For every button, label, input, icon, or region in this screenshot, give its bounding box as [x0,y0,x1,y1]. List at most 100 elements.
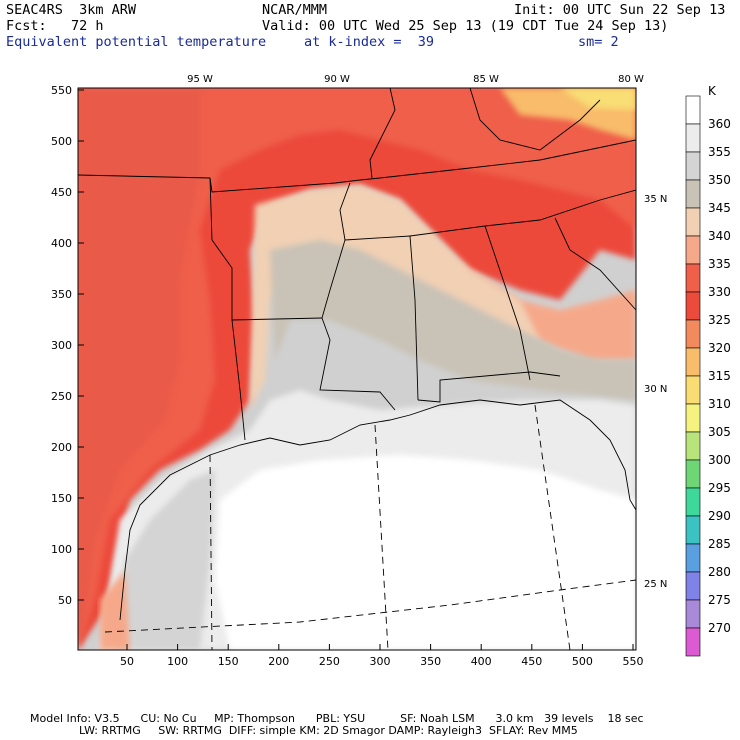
y-tick-label: 550 [51,84,72,97]
y-tick-label: 400 [51,237,72,250]
y-tick-label: 100 [51,543,72,556]
y-tick-label: 150 [51,492,72,505]
colorbar-swatch [685,599,701,629]
colorbar-swatch [685,319,701,349]
org-label: NCAR/MMM [262,2,328,18]
border-ky [469,88,601,151]
colorbar-swatch [685,543,701,573]
meridian-90w [374,424,389,650]
field-west [78,88,200,650]
init-time: Init: 00 UTC Sun 22 Sep 13 [514,2,726,18]
colorbar-swatch [685,263,701,293]
colorbar-label: 315 [708,369,731,383]
x-tick-label: 150 [218,655,239,668]
field-310 [560,88,636,110]
colorbar-label: 290 [708,509,731,523]
x-tick-label: 400 [471,655,492,668]
field-360 [215,455,636,650]
border-sc-ga [554,217,636,311]
border-ms-al [344,235,419,401]
colorbar-swatch [685,179,701,209]
colorbar-swatch [685,375,701,405]
colorbar-label: 320 [708,341,731,355]
x-tick-label: 50 [120,655,134,668]
smoothing-label: sm= 2 [578,34,619,50]
colorbar-swatch [685,151,701,181]
lon-label: 85 W [473,74,499,85]
lat-label: 30 N [644,384,667,395]
colorbar-swatch [685,403,701,433]
colorbar-swatch [685,487,701,517]
lon-label: 95 W [187,74,213,85]
x-tick-label: 500 [572,655,593,668]
colorbar-label: 285 [708,537,731,551]
field-name: Equivalent potential temperature [6,34,267,50]
colorbar-swatch [685,627,701,657]
border-al-ga [409,225,531,381]
colorbar-label: 330 [708,285,731,299]
field-coast-335 [100,570,130,650]
forecast-hour: Fcst: 72 h [6,18,104,34]
meridian-95w [209,454,213,650]
colorbar-unit: K [708,84,717,98]
colorbar-swatch [685,459,701,489]
field-345 [270,240,636,400]
colorbar-swatch [685,291,701,321]
colorbar-swatch [685,123,701,153]
model-title: SEAC4RS 3km ARW [6,2,137,18]
border-35n [78,139,636,193]
colorbar-swatch [685,347,701,377]
colorbar-label: 295 [708,481,731,495]
colorbar-swatch [685,235,701,265]
gulf-coastline [119,399,636,621]
lon-label: 90 W [324,74,350,85]
colorbar-swatch [685,207,701,237]
latlon-grid [104,404,636,650]
lat-label: 25 N [644,579,667,590]
parallel-25n [104,579,636,633]
border-la [319,317,396,411]
colorbar-swatch [685,95,701,125]
y-tick-label: 450 [51,186,72,199]
colorbar-label: 305 [708,425,731,439]
colorbar-label: 300 [708,453,731,467]
model-info-line1: Model Info: V3.5 CU: No Cu MP: Thompson … [30,712,644,725]
field-335 [410,235,636,360]
colorbar: K 360 355 350 345 340 335 330 325 320 315 310 305 300… [685,84,731,657]
colorbar-label: 360 [708,117,731,131]
colorbar-label: 335 [708,257,731,271]
y-tick-label: 350 [51,288,72,301]
colorbar-label: 270 [708,621,731,635]
colorbar-label: 280 [708,565,731,579]
y-tick-label: 200 [51,441,72,454]
map-frame [77,87,637,651]
y-tick-label: 50 [58,594,72,607]
border-mo [369,88,396,179]
x-tick-label: 550 [623,655,644,668]
lat-label: 35 N [644,194,667,205]
x-tick-label: 350 [420,655,441,668]
colorbar-label: 355 [708,145,731,159]
colorbar-label: 345 [708,201,731,215]
meridian-85w [534,404,571,650]
field-325 [78,88,636,650]
x-tick-label: 100 [167,655,188,668]
colorbar-label: 340 [708,229,731,243]
colorbar-label: 350 [708,173,731,187]
x-tick-label: 200 [268,655,289,668]
colorbar-swatch [685,515,701,545]
y-tick-label: 250 [51,390,72,403]
colorbar-label: 325 [708,313,731,327]
x-tick-label: 250 [319,655,340,668]
map-borders [78,88,636,621]
colorbar-swatch [685,571,701,601]
x-tick-label: 300 [370,655,391,668]
valid-time: Valid: 00 UTC Wed 25 Sep 13 (19 CDT Tue … [262,18,669,34]
level-label: at k-index = 39 [304,34,435,50]
field-350 [115,470,215,650]
colorbar-label: 310 [708,397,731,411]
colorbar-swatch [685,431,701,461]
lon-label: 80 W [618,74,644,85]
colorbar-label: 275 [708,593,731,607]
